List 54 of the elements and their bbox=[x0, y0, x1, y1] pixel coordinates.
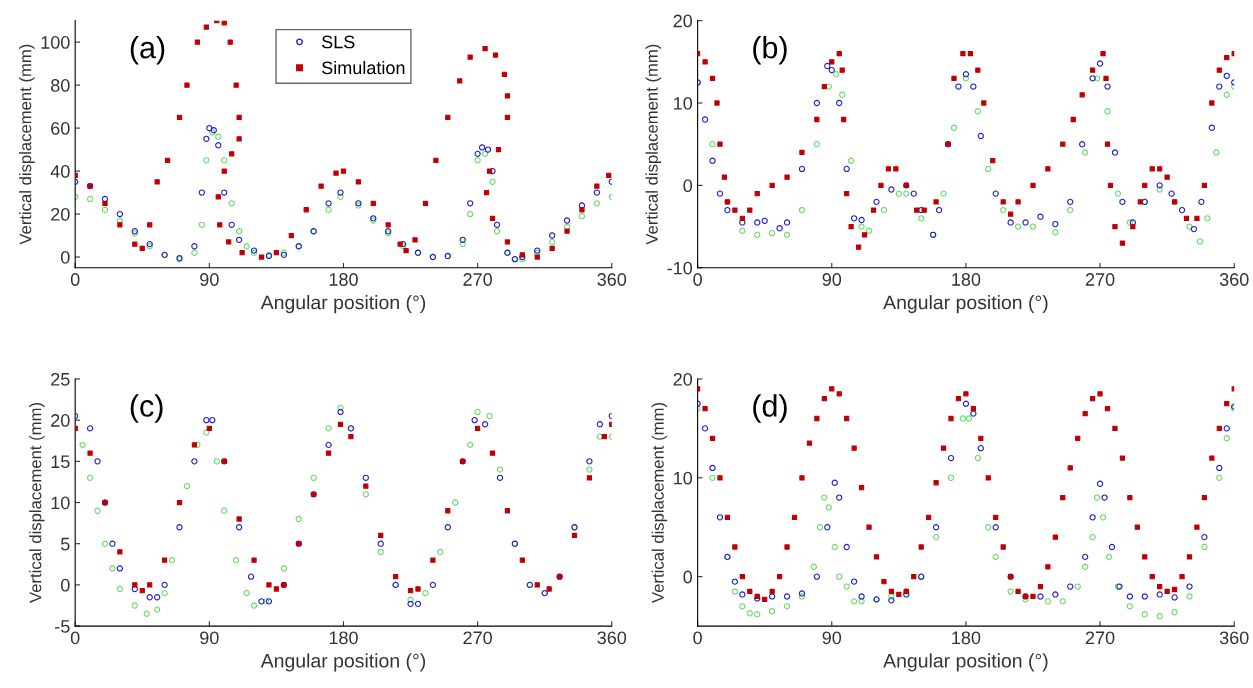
x-tick-label: 360 bbox=[597, 631, 627, 645]
y-axis-title: Vertical displacement (mm) bbox=[29, 403, 45, 603]
x-tick-label: 180 bbox=[952, 273, 981, 286]
legend-label: SLS bbox=[322, 35, 355, 49]
y-tick-label: 20 bbox=[51, 414, 70, 427]
y-tick-label: 10 bbox=[674, 96, 693, 110]
x-tick-label: 90 bbox=[822, 631, 842, 645]
annotation: (b) bbox=[753, 36, 787, 65]
x-tick-label: 270 bbox=[1085, 631, 1115, 645]
y-tick-label: -10 bbox=[667, 261, 693, 275]
x-axis-title: Angular position (°) bbox=[260, 295, 426, 314]
y-tick-label: 10 bbox=[674, 471, 693, 485]
y-tick-label: 0 bbox=[683, 570, 693, 584]
x-axis-title: Angular position (°) bbox=[883, 653, 1048, 672]
x-tick-label: 360 bbox=[1219, 273, 1249, 286]
x-tick-label: 90 bbox=[822, 273, 842, 286]
y-tick-label: 25 bbox=[51, 372, 70, 386]
y-tick-label: 20 bbox=[51, 207, 70, 221]
x-tick-label: 0 bbox=[693, 273, 702, 286]
y-tick-label: 20 bbox=[673, 372, 693, 386]
y-tick-label: 15 bbox=[51, 455, 70, 469]
y-tick-label: 80 bbox=[51, 79, 70, 92]
x-tick-label: 180 bbox=[329, 631, 358, 645]
x-tick-label: 180 bbox=[952, 631, 981, 645]
x-tick-label: 0 bbox=[70, 273, 80, 286]
x-tick-label: 90 bbox=[200, 631, 219, 645]
y-axis-title: Vertical displacement (mm) bbox=[19, 44, 35, 245]
y-tick-label: 5 bbox=[61, 537, 70, 551]
x-axis-title: Angular position (°) bbox=[260, 653, 426, 672]
annotation: (d) bbox=[753, 394, 787, 423]
y-tick-label: 100 bbox=[41, 36, 70, 49]
y-axis-title: Vertical displacement (mm) bbox=[645, 44, 662, 245]
x-tick-label: 270 bbox=[463, 631, 492, 645]
x-tick-label: 270 bbox=[463, 273, 492, 286]
x-tick-label: 0 bbox=[70, 631, 80, 645]
y-tick-label: 20 bbox=[673, 14, 693, 28]
x-tick-label: 270 bbox=[1085, 273, 1115, 286]
y-tick-label: 60 bbox=[51, 122, 70, 135]
y-tick-label: 0 bbox=[60, 250, 70, 264]
annotation: (c) bbox=[130, 394, 163, 423]
legend-label: Simulation bbox=[322, 60, 405, 75]
x-tick-label: 360 bbox=[1219, 631, 1249, 645]
x-tick-label: 180 bbox=[329, 273, 358, 286]
x-tick-label: 90 bbox=[200, 273, 219, 286]
y-tick-label: 0 bbox=[60, 578, 70, 592]
y-tick-label: 10 bbox=[51, 496, 70, 510]
y-tick-label: 40 bbox=[50, 164, 70, 178]
y-axis-title: Vertical displacement (mm) bbox=[651, 403, 668, 603]
x-axis-title: Angular position (°) bbox=[883, 295, 1048, 314]
x-tick-label: 360 bbox=[597, 273, 627, 286]
x-tick-label: 0 bbox=[693, 631, 702, 645]
annotation: (a) bbox=[130, 36, 165, 65]
y-tick-label: -5 bbox=[55, 620, 70, 633]
y-tick-label: 0 bbox=[683, 179, 693, 193]
